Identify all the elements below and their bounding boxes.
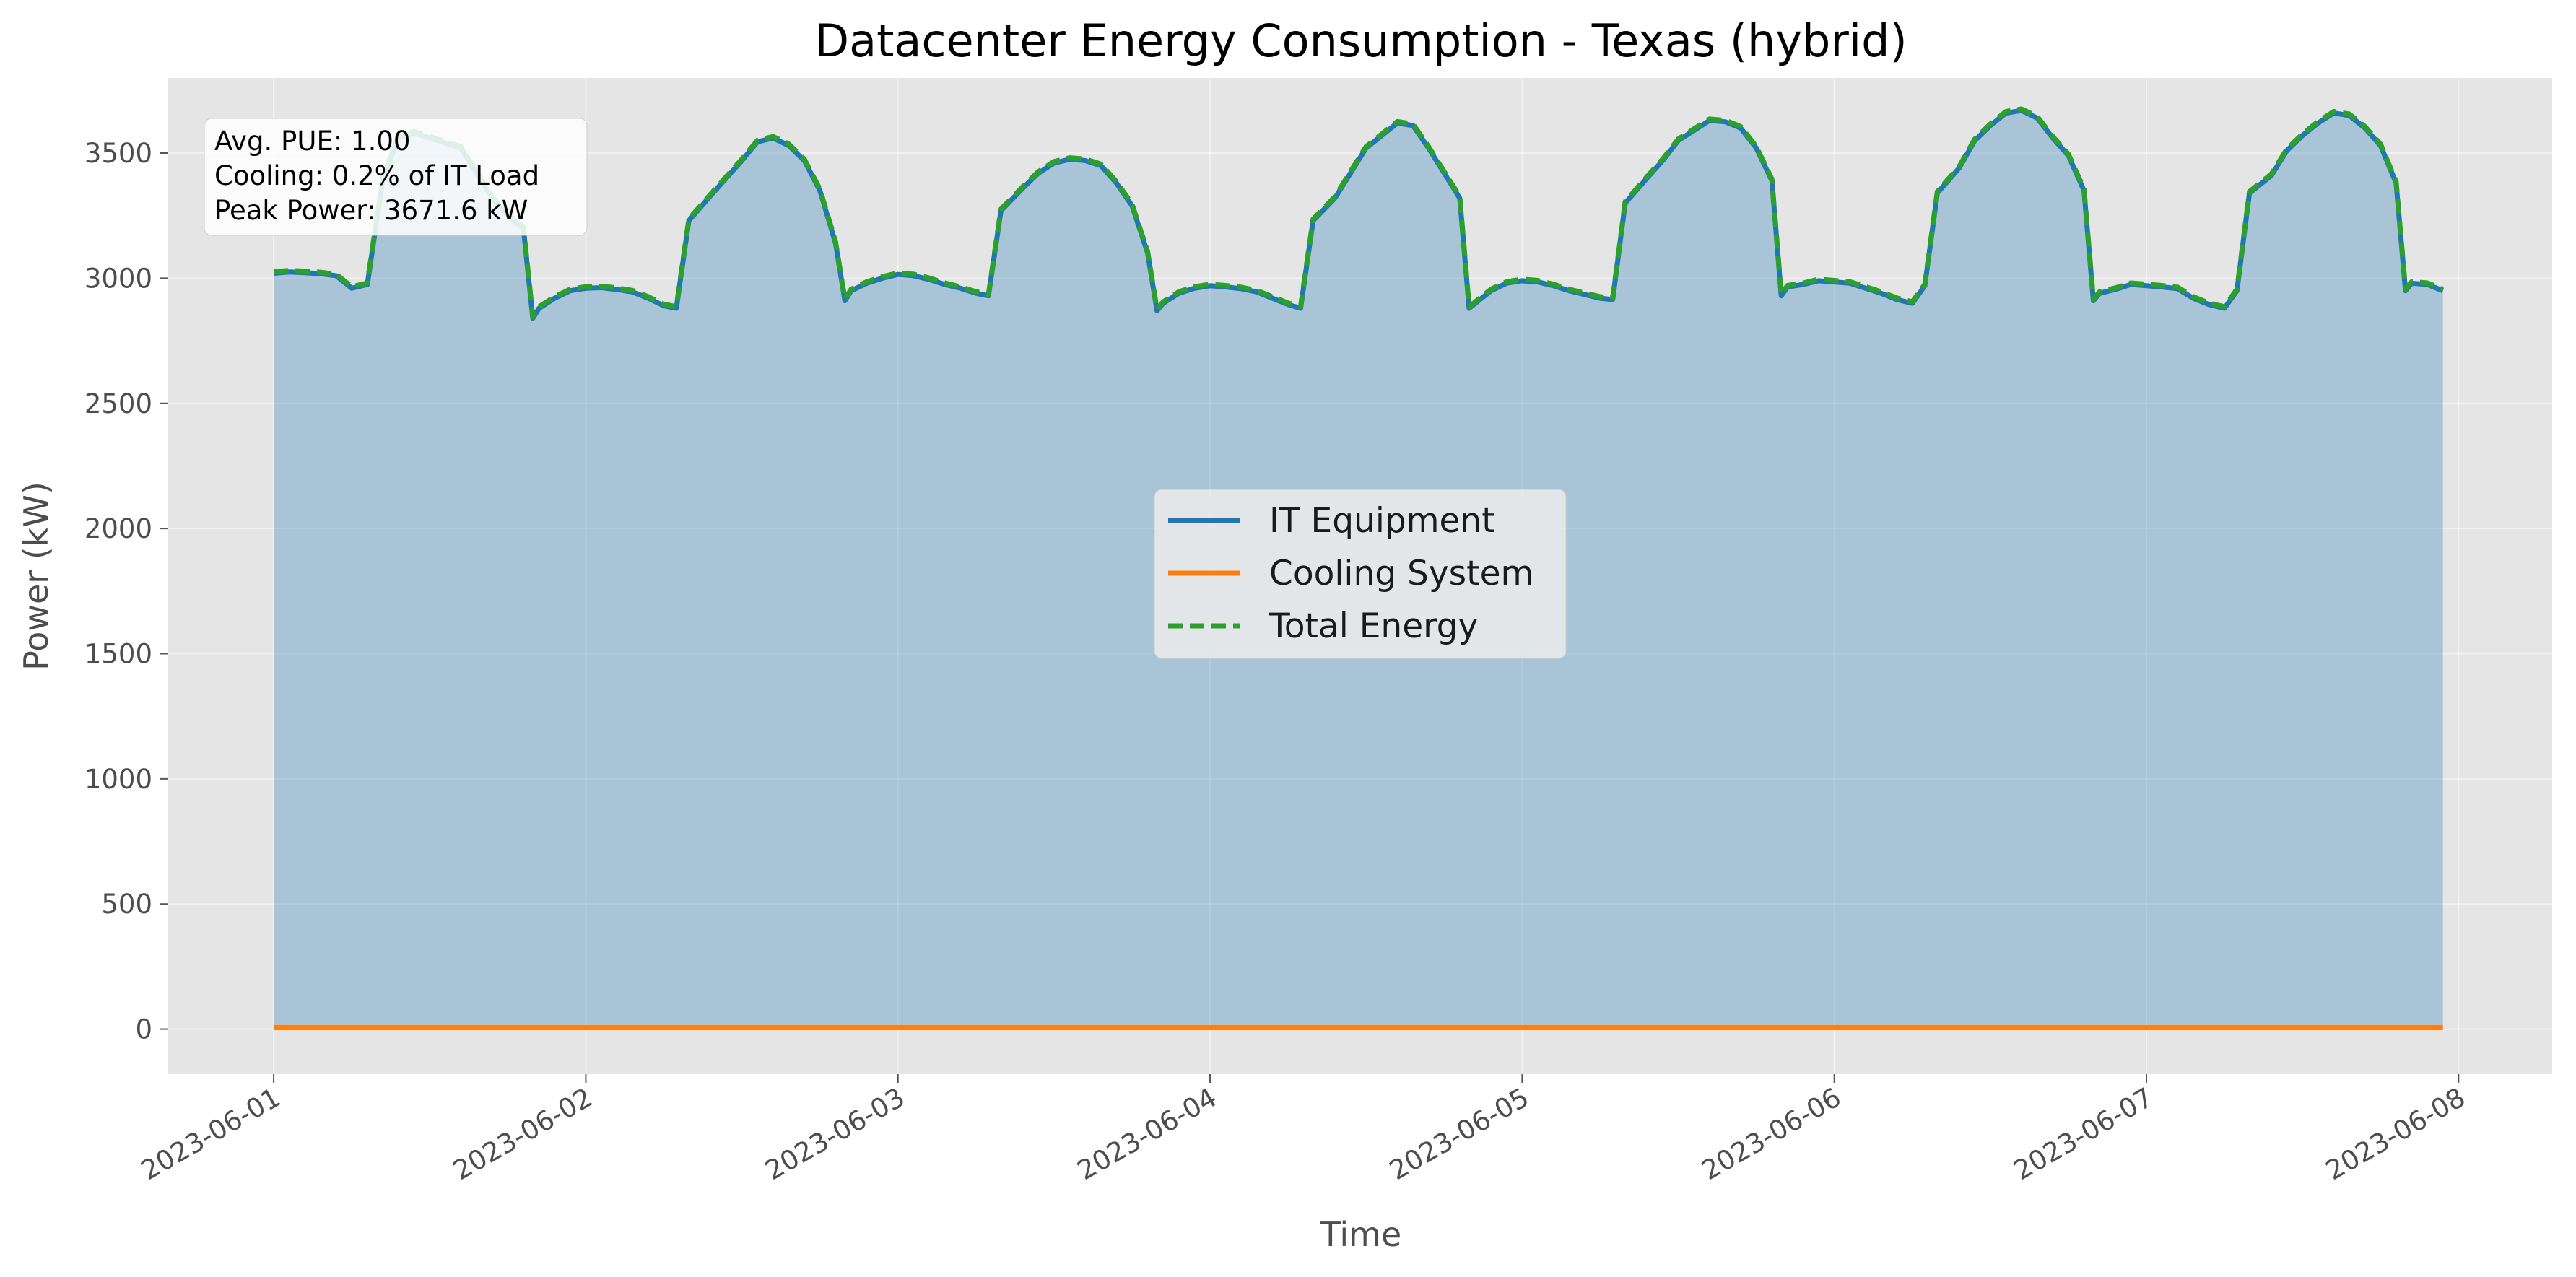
- y-axis: 0 500 1000 1500 2000 2500 3000 3500: [84, 138, 168, 1045]
- stats-annotation: Avg. PUE: 1.00 Cooling: 0.2% of IT Load …: [204, 118, 588, 236]
- legend-label-it-equipment: IT Equipment: [1269, 501, 1495, 541]
- y-tick-label: 2000: [84, 513, 152, 544]
- y-tick-label: 500: [101, 889, 152, 920]
- series-line-total-energy: [273, 106, 2444, 320]
- annotation-line-peak: Peak Power: 3671.6 kW: [214, 195, 528, 226]
- stats-annotation-box: [204, 118, 588, 236]
- chart-title: Datacenter Energy Consumption - Texas (h…: [814, 14, 1907, 67]
- y-tick-label: 3500: [84, 138, 152, 169]
- annotation-line-pue: Avg. PUE: 1.00: [214, 126, 410, 157]
- legend-box: [1154, 489, 1567, 659]
- legend-label-total-energy: Total Energy: [1269, 606, 1478, 646]
- annotation-line-cooling: Cooling: 0.2% of IT Load: [214, 160, 539, 191]
- series-layer: [273, 106, 2444, 1031]
- y-tick-label: 3000: [84, 263, 152, 294]
- legend-label-cooling-system: Cooling System: [1269, 554, 1533, 593]
- y-tick-label: 1500: [84, 638, 152, 669]
- legend: IT Equipment Cooling System Total Energy: [1154, 489, 1567, 659]
- y-axis-label: Power (kW): [17, 481, 56, 671]
- y-tick-label: 1000: [84, 764, 152, 795]
- y-tick-label: 0: [135, 1014, 152, 1045]
- y-tick-label: 2500: [84, 388, 152, 419]
- x-axis-label: Time: [1320, 1215, 1402, 1254]
